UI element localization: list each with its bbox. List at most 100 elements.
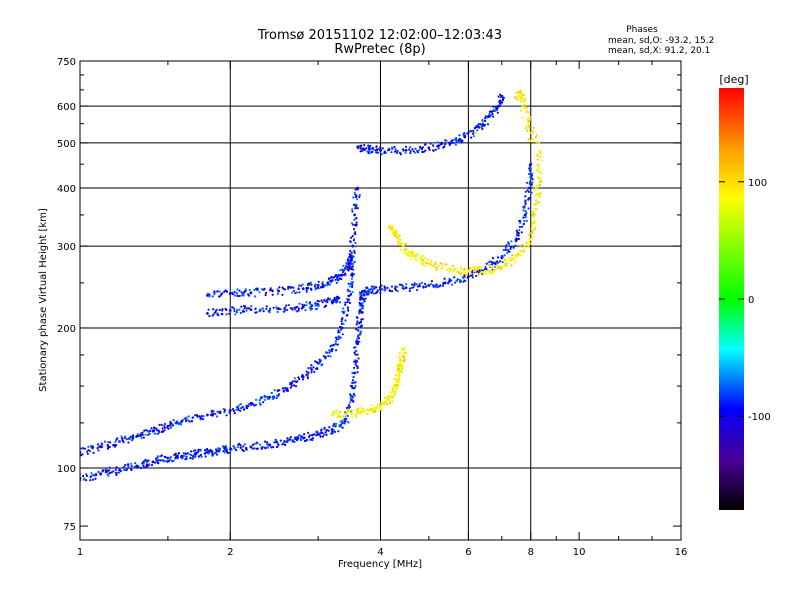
data-point — [455, 137, 458, 140]
data-point — [463, 267, 466, 271]
data-point — [294, 385, 298, 388]
data-point — [325, 429, 328, 432]
data-point — [290, 286, 293, 289]
data-point — [439, 262, 442, 265]
data-point — [156, 455, 159, 458]
data-point — [512, 246, 515, 249]
data-point — [326, 284, 329, 287]
data-point — [293, 384, 296, 387]
data-point — [505, 265, 509, 268]
data-point — [104, 469, 108, 473]
data-point — [337, 430, 340, 433]
data-point — [197, 455, 200, 458]
data-point — [501, 99, 505, 102]
data-point — [479, 123, 482, 126]
data-point — [295, 380, 298, 384]
data-point — [232, 409, 235, 413]
data-point — [326, 298, 329, 302]
data-point — [147, 464, 150, 467]
data-point — [396, 290, 399, 293]
data-point — [470, 130, 473, 133]
data-point — [357, 326, 360, 329]
data-point — [291, 308, 294, 311]
data-point — [96, 447, 99, 450]
data-point — [515, 229, 518, 232]
data-point — [371, 290, 374, 293]
data-point — [355, 415, 358, 418]
data-point — [407, 148, 411, 151]
data-point — [313, 285, 316, 288]
data-point — [321, 435, 325, 438]
data-point — [353, 394, 356, 397]
data-point — [354, 245, 357, 248]
data-point — [366, 408, 369, 411]
data-point — [518, 94, 521, 97]
data-point — [275, 440, 278, 443]
data-point — [325, 351, 329, 354]
data-point — [344, 267, 347, 270]
data-point — [224, 446, 227, 449]
data-point — [384, 401, 387, 404]
data-point — [313, 370, 316, 373]
data-point — [266, 443, 269, 446]
data-point — [265, 307, 268, 310]
data-point — [404, 148, 408, 152]
data-point — [234, 313, 237, 316]
data-point — [218, 290, 221, 293]
data-point — [351, 381, 354, 384]
data-point — [336, 300, 339, 303]
data-point — [421, 146, 424, 149]
y-tick-label: 500 — [57, 139, 76, 150]
data-point — [369, 148, 372, 151]
data-point — [301, 283, 304, 286]
data-point — [491, 263, 494, 266]
data-point — [177, 452, 180, 455]
data-point — [80, 447, 83, 450]
data-point — [349, 282, 352, 285]
data-point — [386, 403, 389, 406]
data-point — [380, 153, 384, 156]
y-tick-label: 300 — [57, 242, 76, 253]
data-point — [312, 366, 315, 369]
data-point — [213, 292, 216, 295]
data-point — [430, 282, 433, 286]
data-point — [254, 398, 258, 401]
data-point — [324, 304, 328, 307]
data-point — [394, 391, 397, 394]
data-point — [353, 191, 356, 194]
data-point — [240, 305, 243, 308]
data-point — [485, 262, 488, 265]
x-tick-label: 10 — [573, 547, 586, 558]
data-point — [370, 404, 374, 407]
data-point — [398, 374, 401, 377]
data-point — [346, 307, 350, 310]
data-point — [488, 112, 491, 116]
data-point — [420, 281, 424, 284]
data-point — [519, 254, 523, 257]
y-tick-labels: 75 100 200 300 400 500 600 750 — [57, 57, 76, 533]
data-point — [100, 442, 103, 445]
data-point — [437, 144, 440, 147]
data-point — [254, 295, 257, 298]
colorbar-ticks: 100 0 -100 — [719, 178, 771, 423]
data-point — [355, 203, 358, 207]
data-point — [489, 264, 492, 267]
data-point — [385, 398, 388, 401]
data-point — [303, 433, 306, 436]
data-point — [258, 402, 261, 405]
data-point — [445, 263, 448, 266]
data-point — [534, 213, 537, 216]
data-point — [498, 99, 501, 102]
data-point — [251, 447, 254, 450]
data-point — [286, 437, 289, 440]
data-point — [422, 285, 425, 288]
data-point — [203, 452, 206, 455]
data-point — [351, 210, 354, 213]
data-point — [495, 105, 498, 108]
data-point — [192, 455, 195, 458]
data-point — [529, 172, 532, 175]
data-point — [435, 283, 438, 286]
data-point — [169, 456, 172, 459]
data-point — [348, 256, 351, 259]
data-point — [297, 376, 300, 379]
